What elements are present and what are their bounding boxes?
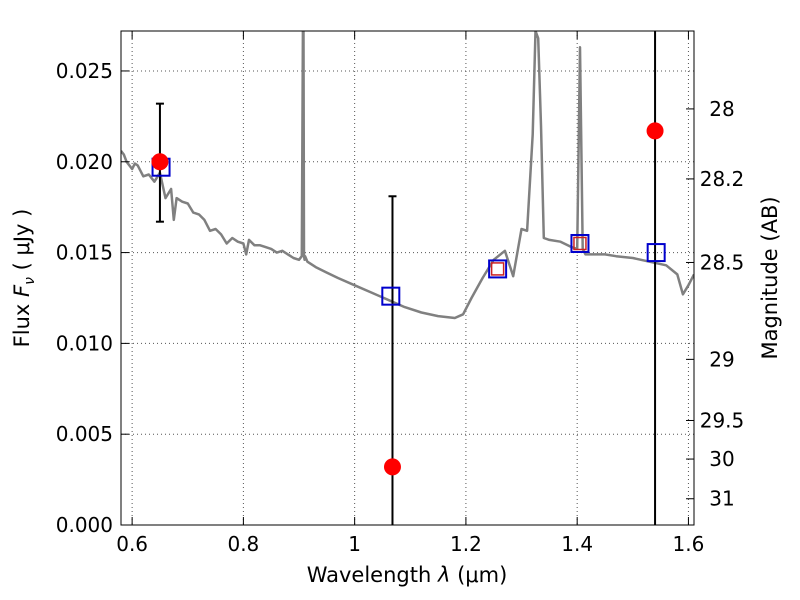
observed-points-layer bbox=[151, 122, 664, 476]
observed-point bbox=[151, 153, 169, 171]
x-tick-label: 1 bbox=[348, 532, 361, 556]
y2-tick-label: 28 bbox=[709, 97, 734, 121]
y2-tick-label: 28.2 bbox=[700, 167, 745, 191]
y-tick-label: 0.020 bbox=[56, 150, 113, 174]
observed-point bbox=[383, 458, 401, 476]
y2-tick-label: 30 bbox=[709, 447, 734, 471]
observed-point bbox=[646, 122, 664, 140]
y2-tick-label: 28.5 bbox=[700, 250, 745, 274]
x-tick-label: 1.4 bbox=[561, 532, 593, 556]
model-photometry-box bbox=[646, 243, 666, 263]
model-photometry-inner-box bbox=[573, 236, 587, 251]
y-tick-label: 0.025 bbox=[56, 59, 113, 83]
model-spectrum-layer bbox=[121, 31, 694, 320]
y-axis-title: Flux Fν ( μJy ) bbox=[10, 209, 38, 348]
y-tick-label: 0.000 bbox=[56, 513, 113, 537]
y-tick-label: 0.005 bbox=[56, 422, 113, 446]
y-tick-label: 0.010 bbox=[56, 331, 113, 355]
model-photometry-inner-box bbox=[490, 262, 505, 276]
x-tick-label: 0.6 bbox=[116, 532, 148, 556]
x-axis-title: Wavelength λ (μm) bbox=[307, 563, 508, 587]
y2-tick-label: 29 bbox=[709, 347, 734, 371]
model-photometry-box bbox=[570, 233, 590, 253]
plot-frame bbox=[120, 30, 695, 526]
x-tick-label: 1.6 bbox=[673, 532, 705, 556]
model-photometry-box bbox=[488, 259, 508, 279]
y-tick-label: 0.015 bbox=[56, 241, 113, 265]
y2-tick-label: 29.5 bbox=[700, 408, 745, 432]
grid bbox=[121, 31, 694, 526]
model-spectrum-line bbox=[121, 31, 694, 320]
ticks: 0.6 0.8 1 1.2 1.4 1.6 0.000 0.005 0.010 0.015 0.02… bbox=[56, 31, 745, 556]
model-photometry-layer bbox=[151, 157, 666, 306]
model-photometry-box bbox=[381, 286, 401, 306]
x-tick-label: 1.2 bbox=[450, 532, 482, 556]
y2-tick-label: 31 bbox=[709, 487, 734, 511]
y2-axis-title: Magnitude (AB) bbox=[758, 196, 782, 359]
x-tick-label: 0.8 bbox=[227, 532, 259, 556]
